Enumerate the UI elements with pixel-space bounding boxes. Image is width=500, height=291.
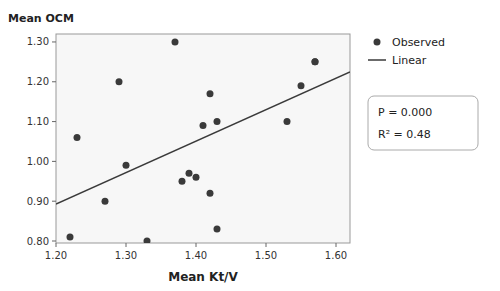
- annotation: P = 0.000: [378, 106, 432, 119]
- scatter-point: [144, 238, 151, 243]
- y-tick-label: 1.30: [27, 36, 49, 47]
- legend: Observed Linear: [368, 36, 445, 67]
- scatter-point: [67, 234, 74, 241]
- x-tick: [56, 243, 57, 247]
- scatter-point: [207, 190, 214, 197]
- data-layer: [56, 38, 350, 243]
- y-tick: [52, 241, 56, 242]
- scatter-point: [207, 90, 214, 97]
- scatter-point: [200, 122, 207, 129]
- x-tick-label: 1.50: [255, 250, 277, 261]
- scatter-point: [186, 170, 193, 177]
- scatter-point: [193, 174, 200, 181]
- scatter-point: [214, 118, 221, 125]
- scatter-point: [312, 58, 319, 65]
- fit-line: [56, 72, 350, 204]
- y-tick: [52, 81, 56, 82]
- x-axis-label: Mean Kt/V: [168, 270, 238, 284]
- plot-area: [56, 34, 350, 243]
- x-tick: [196, 243, 197, 247]
- chart: 1.20 1.30 1.40 1.50 1.60 0.80 0.90 1.00 1.10 1.20…: [0, 0, 500, 291]
- y-tick-label: 1.00: [27, 156, 49, 167]
- scatter-point: [298, 82, 305, 89]
- y-tick: [52, 201, 56, 202]
- scatter-point: [214, 226, 221, 233]
- scatter-point: [123, 162, 130, 169]
- x-tick-label: 1.20: [45, 250, 67, 261]
- scatter-point: [179, 178, 186, 185]
- scatter-point: [102, 198, 109, 205]
- y-tick-label: 0.80: [27, 236, 49, 247]
- x-tick: [266, 243, 267, 247]
- y-tick-label: 1.10: [27, 116, 49, 127]
- stats-box: [368, 96, 478, 150]
- y-axis-label: Mean OCM: [8, 12, 74, 25]
- legend-label: Observed: [392, 36, 445, 49]
- legend-swatch: [374, 39, 381, 46]
- legend-swatch: [368, 59, 386, 61]
- legend-label: Linear: [392, 54, 427, 67]
- scatter-point: [74, 134, 81, 141]
- scatter-point: [312, 58, 319, 65]
- scatter-point: [284, 118, 291, 125]
- y-tick-label: 0.90: [27, 196, 49, 207]
- scatter-point: [172, 38, 179, 45]
- x-tick-label: 1.60: [325, 250, 347, 261]
- y-tick: [52, 121, 56, 122]
- plot-frame: [56, 34, 350, 243]
- x-tick: [336, 243, 337, 247]
- annotation: R² = 0.48: [378, 128, 431, 141]
- x-tick-label: 1.30: [115, 250, 137, 261]
- x-tick-label: 1.40: [185, 250, 207, 261]
- scatter-point: [116, 78, 123, 85]
- y-tick: [52, 161, 56, 162]
- x-tick: [126, 243, 127, 247]
- y-tick: [52, 41, 56, 42]
- y-tick-label: 1.20: [27, 76, 49, 87]
